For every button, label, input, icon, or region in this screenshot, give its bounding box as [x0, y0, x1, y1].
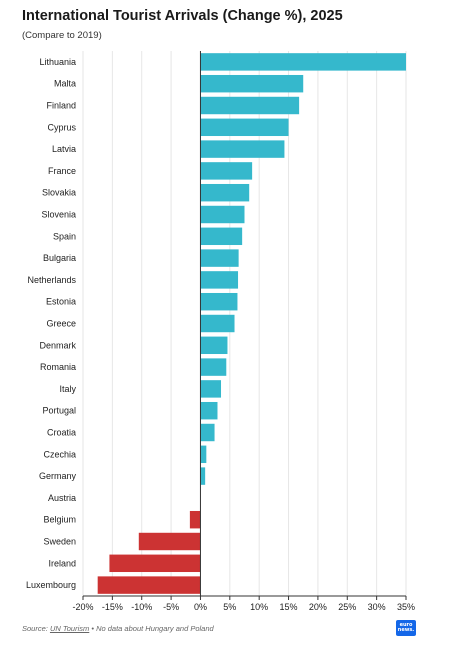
x-tick-label: 15%: [280, 602, 298, 612]
bar-czechia: [200, 445, 207, 464]
bar-latvia: [200, 140, 285, 158]
bar-belgium: [189, 510, 201, 529]
euronews-logo: euro news.: [396, 620, 416, 636]
bar-slovakia: [200, 183, 250, 202]
category-label: Belgium: [43, 515, 76, 525]
bar-cyprus: [200, 118, 289, 137]
footer-note: Source: UN Tourism • No data about Hunga…: [22, 624, 214, 633]
x-tick-label: -10%: [131, 602, 152, 612]
category-label: Portugal: [42, 406, 76, 416]
category-label: France: [48, 166, 76, 176]
category-label: Cyprus: [47, 122, 76, 132]
category-label: Denmark: [39, 340, 76, 350]
category-label: Spain: [53, 231, 76, 241]
category-label: Malta: [54, 79, 76, 89]
bar-netherlands: [200, 271, 239, 289]
category-label: Lithuania: [39, 57, 76, 67]
chart-title: International Tourist Arrivals (Change %…: [22, 8, 343, 24]
category-label: Sweden: [43, 537, 76, 547]
bar-germany: [200, 467, 206, 485]
bar-romania: [200, 358, 227, 376]
bar-portugal: [200, 401, 218, 420]
bar-denmark: [200, 336, 228, 355]
category-label: Greece: [46, 319, 76, 329]
category-label: Latvia: [52, 144, 76, 154]
bar-spain: [200, 227, 243, 246]
bar-luxembourg: [97, 576, 201, 594]
bar-france: [200, 162, 253, 180]
category-label: Italy: [59, 384, 76, 394]
bar-ireland: [109, 554, 201, 573]
bar-croatia: [200, 423, 215, 442]
bar-slovenia: [200, 205, 245, 224]
category-label: Estonia: [46, 297, 76, 307]
source-link[interactable]: UN Tourism: [49, 624, 90, 633]
bar-lithuania: [200, 53, 406, 71]
category-label: Romania: [40, 362, 76, 372]
x-tick-label: 30%: [368, 602, 386, 612]
x-tick-label: -5%: [163, 602, 179, 612]
category-label: Slovakia: [42, 188, 76, 198]
category-label: Germany: [39, 471, 77, 481]
bar-greece: [200, 314, 235, 333]
category-label: Bulgaria: [43, 253, 76, 263]
category-label: Croatia: [47, 428, 76, 438]
bar-estonia: [200, 292, 238, 311]
x-tick-label: 25%: [338, 602, 356, 612]
x-tick-label: 35%: [397, 602, 415, 612]
category-label: Austria: [48, 493, 76, 503]
bar-chart: Lithuania Malta Finland Cyprus Latvia France S…: [26, 51, 415, 612]
logo-line2: news.: [397, 627, 415, 633]
bar-sweden: [138, 532, 201, 551]
x-tick-label: 0%: [194, 602, 207, 612]
category-label: Luxembourg: [26, 580, 76, 590]
category-label: Netherlands: [27, 275, 76, 285]
category-label: Finland: [46, 101, 76, 111]
source-prefix: Source:: [22, 624, 48, 633]
category-label: Ireland: [48, 558, 76, 568]
category-label: Slovenia: [41, 210, 76, 220]
x-tick-label: 10%: [250, 602, 268, 612]
x-tick-label: -15%: [102, 602, 123, 612]
bar-malta: [200, 74, 304, 93]
category-label: Czechia: [43, 449, 76, 459]
bar-italy: [200, 380, 222, 398]
logo-line1: euro: [399, 622, 413, 628]
x-tick-label: 5%: [223, 602, 236, 612]
x-tick-label: 20%: [309, 602, 327, 612]
bar-finland: [200, 96, 300, 115]
chart-subtitle: (Compare to 2019): [22, 30, 102, 41]
no-data-note: • No data about Hungary and Poland: [91, 624, 214, 633]
x-tick-label: -20%: [72, 602, 93, 612]
bar-bulgaria: [200, 249, 239, 267]
